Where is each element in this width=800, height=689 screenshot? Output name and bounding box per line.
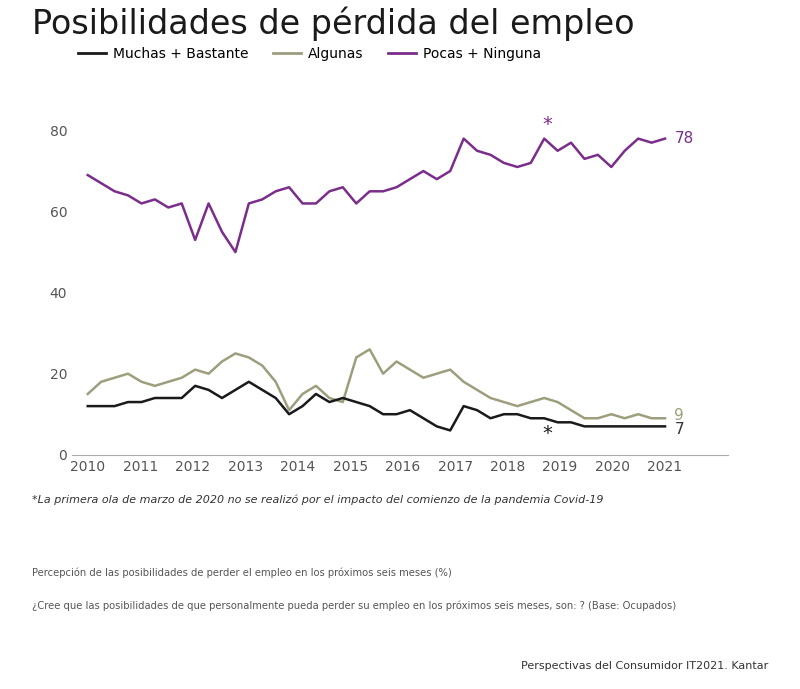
Text: Perspectivas del Consumidor IT2021. Kantar: Perspectivas del Consumidor IT2021. Kant… — [521, 661, 768, 671]
Text: 78: 78 — [674, 131, 694, 146]
Text: Percepción de las posibilidades de perder el empleo en los próximos seis meses (: Percepción de las posibilidades de perde… — [32, 568, 452, 578]
Text: *: * — [542, 115, 552, 134]
Text: 7: 7 — [674, 422, 684, 437]
Text: ¿Cree que las posibilidades de que personalmente pueda perder su empleo en los p: ¿Cree que las posibilidades de que perso… — [32, 601, 676, 611]
Text: *La primera ola de marzo de 2020 no se realizó por el impacto del comienzo de la: *La primera ola de marzo de 2020 no se r… — [32, 495, 603, 506]
Text: *: * — [542, 424, 552, 443]
Text: 9: 9 — [674, 407, 684, 422]
Legend: Muchas + Bastante, Algunas, Pocas + Ninguna: Muchas + Bastante, Algunas, Pocas + Ning… — [72, 41, 546, 67]
Text: Posibilidades de pérdida del empleo: Posibilidades de pérdida del empleo — [32, 7, 634, 41]
